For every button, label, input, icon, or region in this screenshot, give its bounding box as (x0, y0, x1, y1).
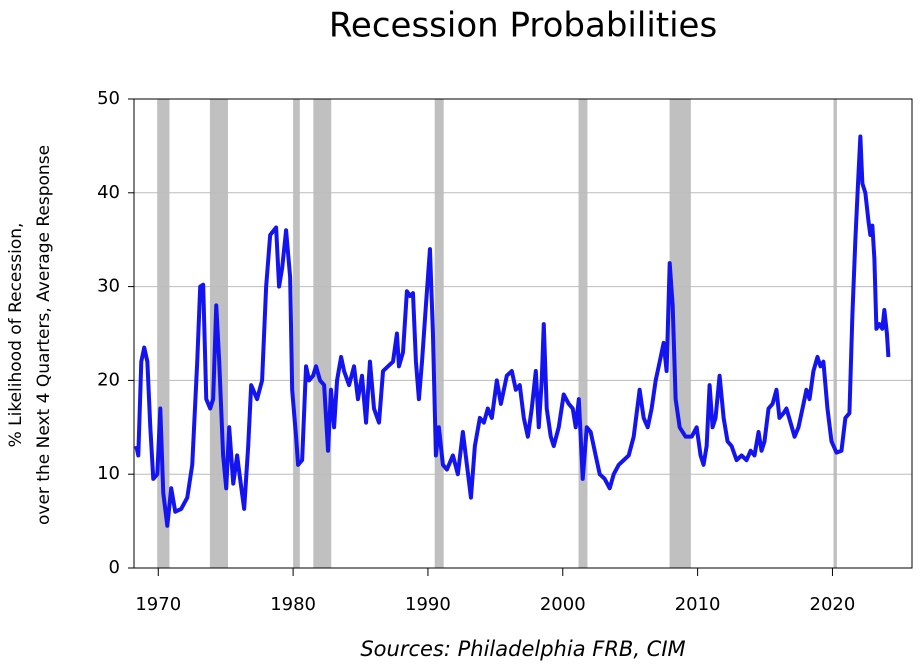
recession-band (434, 99, 444, 568)
recession-band (669, 99, 691, 568)
x-tick-label: 2010 (675, 594, 721, 615)
x-tick-label: 1970 (135, 594, 181, 615)
source-note: Sources: Philadelphia FRB, CIM (360, 637, 685, 661)
y-tick-label: 50 (97, 88, 120, 109)
y-tick-label: 10 (97, 463, 120, 484)
data-line (134, 134, 891, 528)
y-tick-label: 0 (109, 557, 120, 578)
y-axis-label: over the Next 4 Quarters, Average Respon… (34, 145, 54, 525)
x-tick-label: 2000 (540, 594, 586, 615)
recession-band (833, 99, 837, 568)
y-tick-label: 20 (97, 369, 120, 390)
plot-frame (133, 98, 913, 569)
recession-band (578, 99, 588, 568)
y-tick-label: 40 (97, 182, 120, 203)
recession-band (293, 99, 300, 568)
y-axis-label: % Likelihood of Recession, (6, 223, 26, 448)
x-tick-label: 1980 (270, 594, 316, 615)
x-tick-label: 1990 (405, 594, 451, 615)
y-tick-label: 30 (97, 276, 120, 297)
recession-band (313, 99, 332, 568)
x-tick-label: 2020 (810, 594, 856, 615)
chart-title: Recession Probabilities (329, 6, 717, 46)
